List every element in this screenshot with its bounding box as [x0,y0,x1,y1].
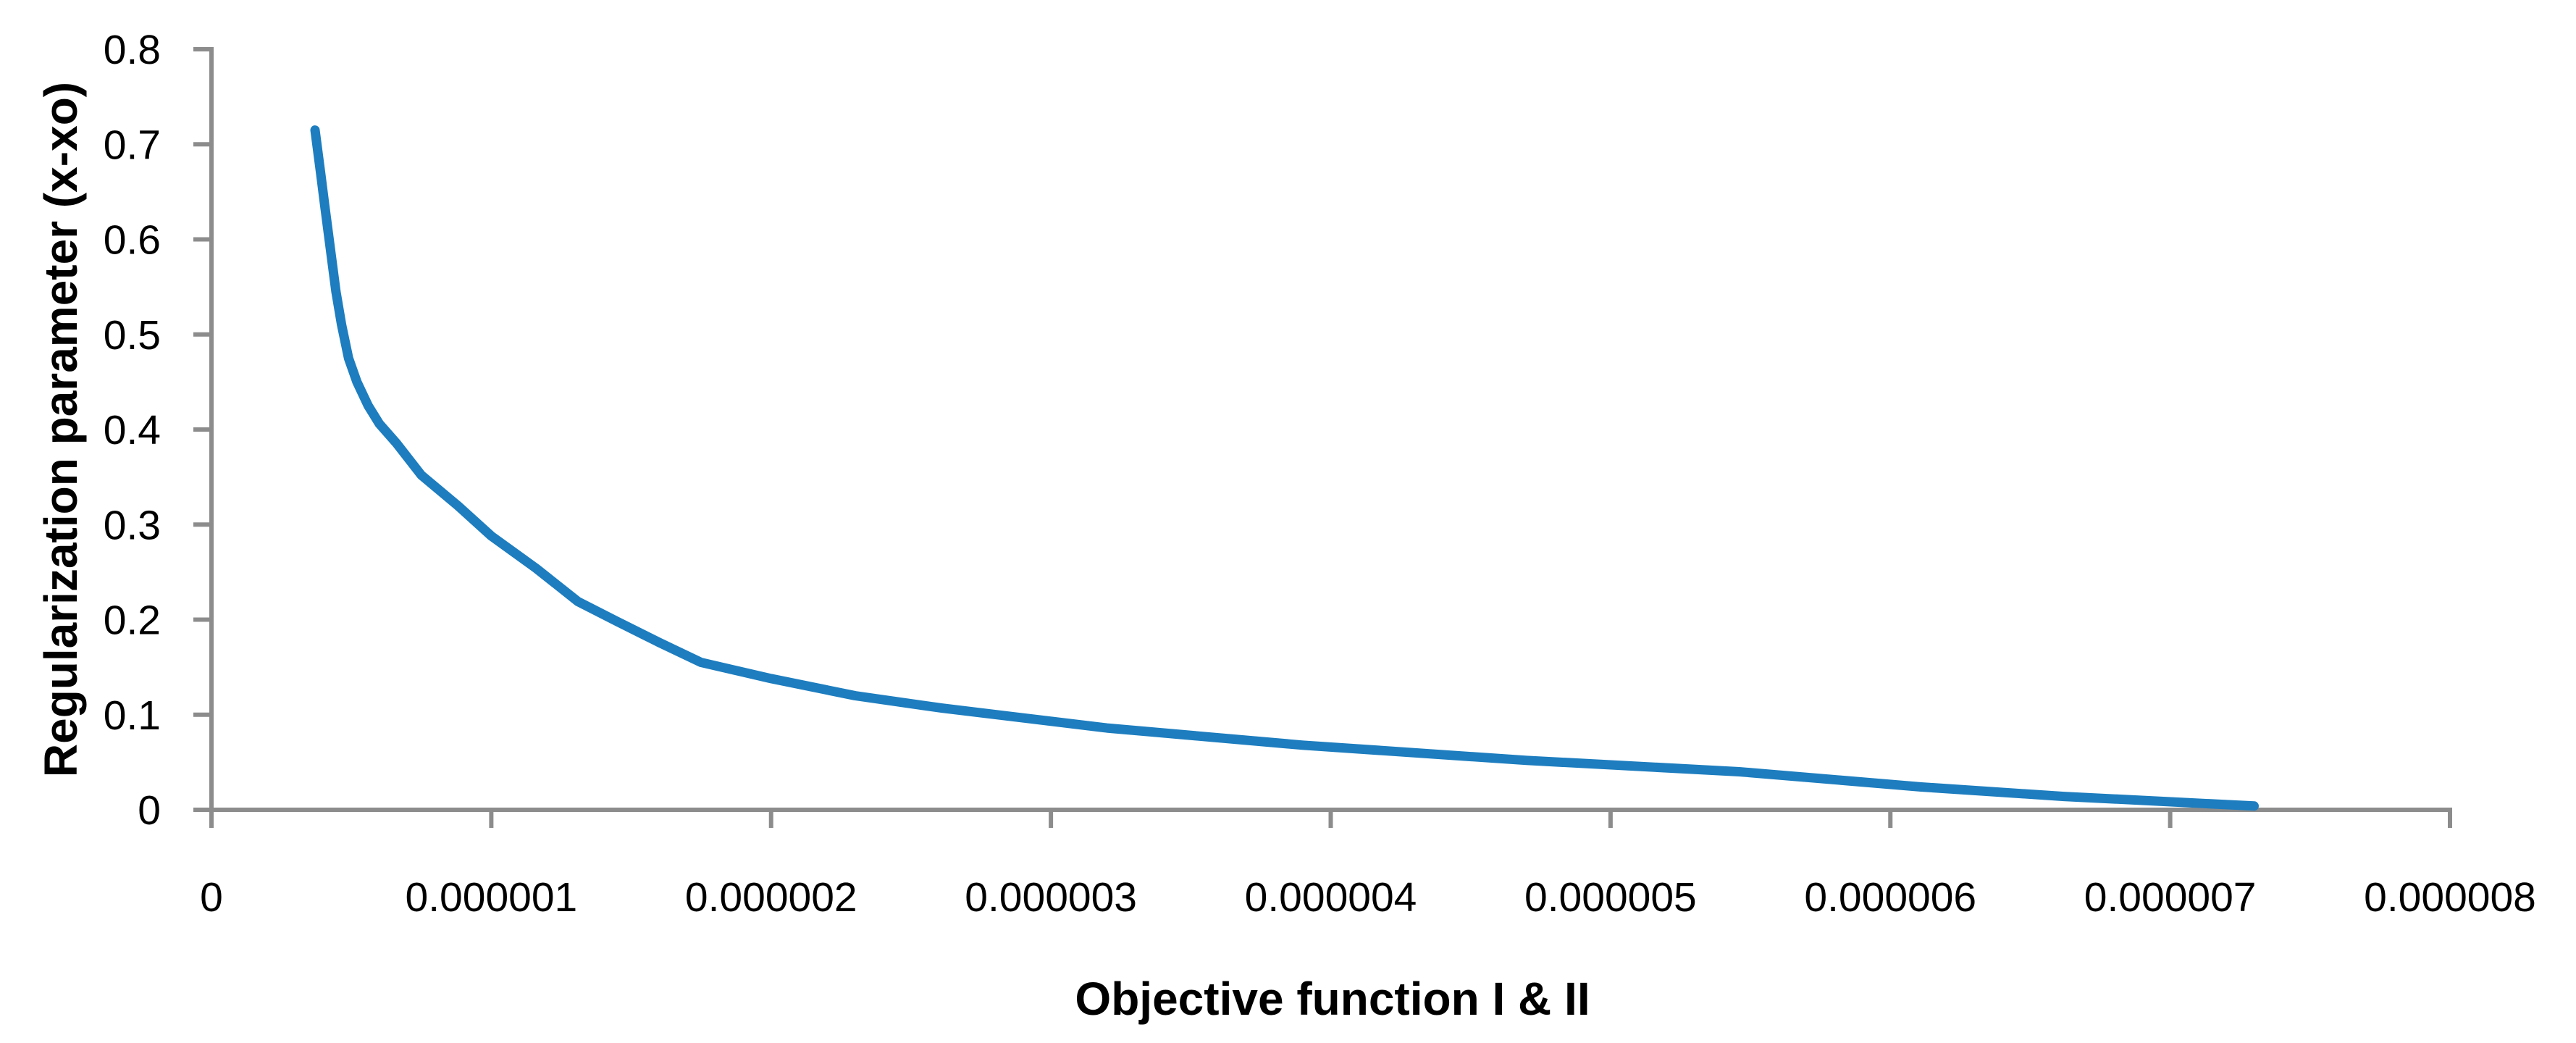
x-tick-label: 0 [200,874,223,921]
x-tick-label: 0.000006 [1804,874,1976,921]
y-tick-label: 0.8 [104,27,161,73]
x-axis-title: Objective function I & II [1075,973,1590,1025]
y-axis-title: Regularization parameter (x-xo) [35,81,87,778]
x-tick-label: 0.000005 [1524,874,1697,921]
x-tick-label: 0.000004 [1245,874,1417,921]
x-tick-label: 0.000003 [965,874,1137,921]
x-tick-label: 0.000002 [685,874,857,921]
y-tick-label: 0.7 [104,122,161,168]
series-line [310,125,2259,811]
y-tick-label: 0.2 [104,598,161,644]
x-tick-label: 0.000007 [2084,874,2257,921]
y-tick-label: 0.5 [104,312,161,359]
x-tick-label: 0.000001 [406,874,578,921]
y-tick-label: 0.3 [104,502,161,548]
y-tick-label: 0.1 [104,692,161,739]
y-tick-label: 0.4 [104,407,161,453]
y-tick-label: 0 [138,787,161,834]
y-tick-label: 0.6 [104,217,161,264]
x-tick-label: 0.000008 [2364,874,2536,921]
